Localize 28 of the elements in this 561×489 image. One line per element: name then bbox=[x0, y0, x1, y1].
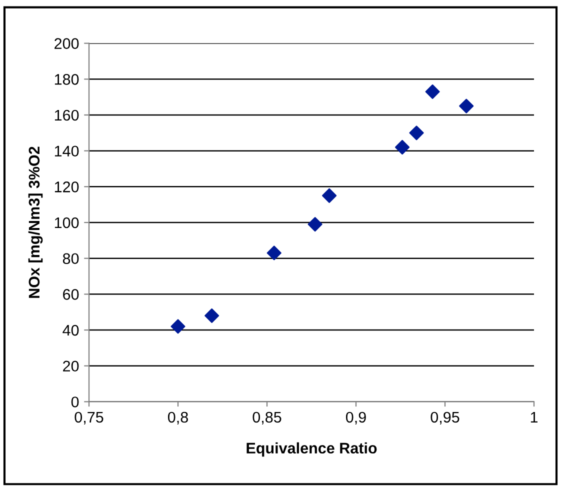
x-tick-label: 0,8 bbox=[168, 412, 188, 424]
point bbox=[409, 126, 424, 140]
y-tick-label: 180 bbox=[54, 74, 79, 85]
point bbox=[266, 246, 282, 260]
y-tick-label: 40 bbox=[62, 324, 79, 336]
point bbox=[204, 308, 220, 323]
y-tick-label: 80 bbox=[62, 253, 79, 264]
y-tick-label: 100 bbox=[54, 217, 79, 228]
y-tick-label: 200 bbox=[54, 38, 79, 49]
y-tick-label: 140 bbox=[54, 146, 79, 157]
x-tick-label: 0,75 bbox=[74, 412, 104, 424]
x-tick-label: 1 bbox=[530, 412, 538, 422]
point bbox=[308, 217, 322, 232]
y-tick-label: 0 bbox=[71, 396, 79, 408]
y-axis-title: NOx [mg/Nm3] 3%O2 bbox=[28, 146, 43, 298]
point bbox=[170, 319, 186, 334]
point bbox=[459, 98, 474, 114]
point bbox=[394, 140, 410, 155]
y-tick-label: 20 bbox=[63, 360, 79, 372]
y-tick-label: 160 bbox=[54, 110, 79, 121]
y-tick-label: 120 bbox=[54, 182, 79, 192]
x-tick-label: 0,9 bbox=[346, 412, 366, 424]
x-tick-label: 0,85 bbox=[252, 412, 282, 424]
x-axis-title: Equivalence Ratio bbox=[246, 442, 377, 457]
x-tick-label: 0,95 bbox=[430, 412, 460, 424]
y-tick-label: 60 bbox=[63, 289, 79, 300]
point bbox=[322, 188, 337, 203]
point bbox=[425, 84, 440, 99]
